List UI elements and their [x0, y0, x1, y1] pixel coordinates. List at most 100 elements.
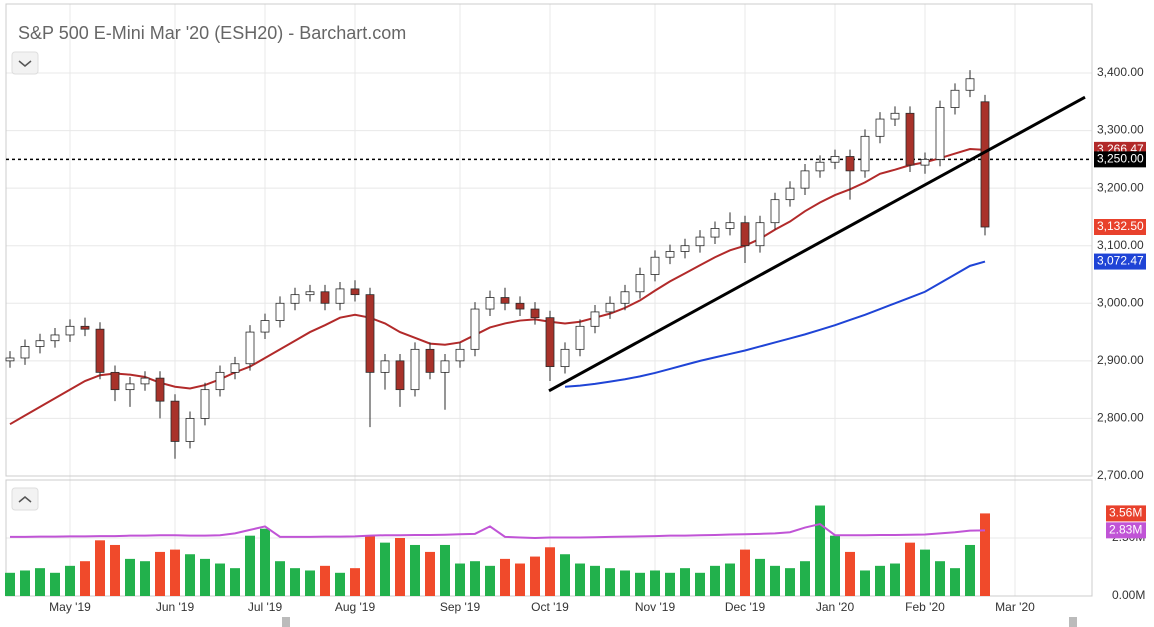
volume-bar: [815, 505, 825, 596]
volume-bar: [95, 540, 105, 596]
candle-body: [275, 302, 285, 321]
candle-body: [605, 302, 615, 313]
candle-body: [560, 348, 570, 368]
price-label: 3,072.47: [1097, 254, 1144, 268]
candle-body: [590, 311, 600, 327]
volume-bar: [320, 565, 330, 596]
candle-body: [860, 135, 870, 172]
candle-body: [710, 228, 720, 238]
volume-bar: [380, 542, 390, 596]
candle-body: [515, 302, 525, 310]
volume-bar: [785, 568, 795, 596]
volume-bar: [260, 528, 270, 596]
expand-button[interactable]: [11, 487, 39, 511]
volume-bar: [140, 561, 150, 596]
candle-body: [665, 251, 675, 258]
x-tick-label: Jul '19: [248, 600, 283, 614]
candle-body: [35, 340, 45, 347]
volume-bar: [665, 572, 675, 596]
candle-body: [20, 346, 30, 359]
volume-bar: [860, 570, 870, 596]
candle-body: [335, 288, 345, 304]
volume-bar: [770, 565, 780, 596]
scroll-handle[interactable]: [1069, 617, 1077, 627]
x-tick-label: Mar '20: [995, 600, 1035, 614]
candle-body: [110, 371, 120, 391]
candle-body: [725, 222, 735, 229]
candle-body: [5, 357, 15, 362]
candle-body: [215, 371, 225, 391]
candle-body: [980, 101, 990, 228]
volume-bar: [740, 549, 750, 596]
volume-bar: [980, 513, 990, 596]
volume-bar: [905, 542, 915, 596]
candle-body: [905, 112, 915, 166]
collapse-button[interactable]: [11, 51, 39, 75]
candle-body: [200, 389, 210, 419]
volume-bar: [845, 551, 855, 596]
price-label: 3,250.00: [1097, 152, 1144, 166]
price-label-box: [1094, 253, 1146, 270]
volume-bar: [350, 568, 360, 596]
volume-bar: [710, 565, 720, 596]
candle-body: [260, 320, 270, 333]
volume-bar: [200, 558, 210, 596]
y-tick-label: 2,900.00: [1097, 353, 1144, 367]
volume-bar: [215, 563, 225, 596]
candle-body: [425, 348, 435, 373]
expand-icon: [18, 496, 32, 503]
candle-body: [230, 363, 240, 373]
x-tick-label: Nov '19: [635, 600, 676, 614]
y-tick-label: 3,100.00: [1097, 238, 1144, 252]
volume-bar: [470, 561, 480, 596]
scroll-handle[interactable]: [282, 617, 290, 627]
volume-bar: [920, 549, 930, 596]
volume-bar: [80, 561, 90, 596]
candle-body: [380, 360, 390, 373]
candle-body: [365, 294, 375, 373]
volume-bar: [620, 570, 630, 596]
candle-body: [830, 156, 840, 163]
volume-bar: [725, 563, 735, 596]
volume-bar: [935, 561, 945, 596]
volume-bar: [530, 556, 540, 596]
volume-bar: [500, 558, 510, 596]
volume-bar: [335, 572, 345, 596]
candle-body: [950, 89, 960, 108]
candle-body: [80, 325, 90, 330]
x-tick-label: Aug '19: [335, 600, 376, 614]
candle-body: [320, 291, 330, 304]
volume-bar: [965, 544, 975, 596]
candle-body: [530, 308, 540, 319]
x-tick-label: May '19: [49, 600, 91, 614]
volume-bar: [575, 563, 585, 596]
y-tick-label: 3,300.00: [1097, 123, 1144, 137]
collapse-icon: [18, 60, 32, 67]
y-tick-label: 2,800.00: [1097, 411, 1144, 425]
labels-layer: 2,700.00 2,800.00 2,900.00 3,000.00 3,100.00…: [49, 65, 1146, 614]
candle-body: [620, 291, 630, 304]
price-panel-frame: [5, 3, 1093, 477]
volume-bar: [395, 538, 405, 596]
candle-body: [920, 158, 930, 166]
candle-body: [695, 236, 705, 247]
volume-bar: [230, 568, 240, 596]
candle-body: [155, 377, 165, 402]
candle-body: [815, 161, 825, 172]
candle-body: [785, 187, 795, 201]
candle-body: [140, 377, 150, 385]
candle-body: [290, 294, 300, 304]
volume-bar: [695, 572, 705, 596]
volume-bar: [155, 551, 165, 596]
volume-bar: [20, 570, 30, 596]
volume-bar: [65, 565, 75, 596]
candle-body: [650, 256, 660, 275]
candle-body: [635, 274, 645, 293]
y-tick-label: 2,700.00: [1097, 468, 1144, 482]
candle-body: [755, 222, 765, 247]
x-tick-label: Feb '20: [905, 600, 945, 614]
price-label-box: [1094, 151, 1146, 168]
volume-bar: [275, 561, 285, 596]
moving-average-line: [564, 260, 986, 388]
